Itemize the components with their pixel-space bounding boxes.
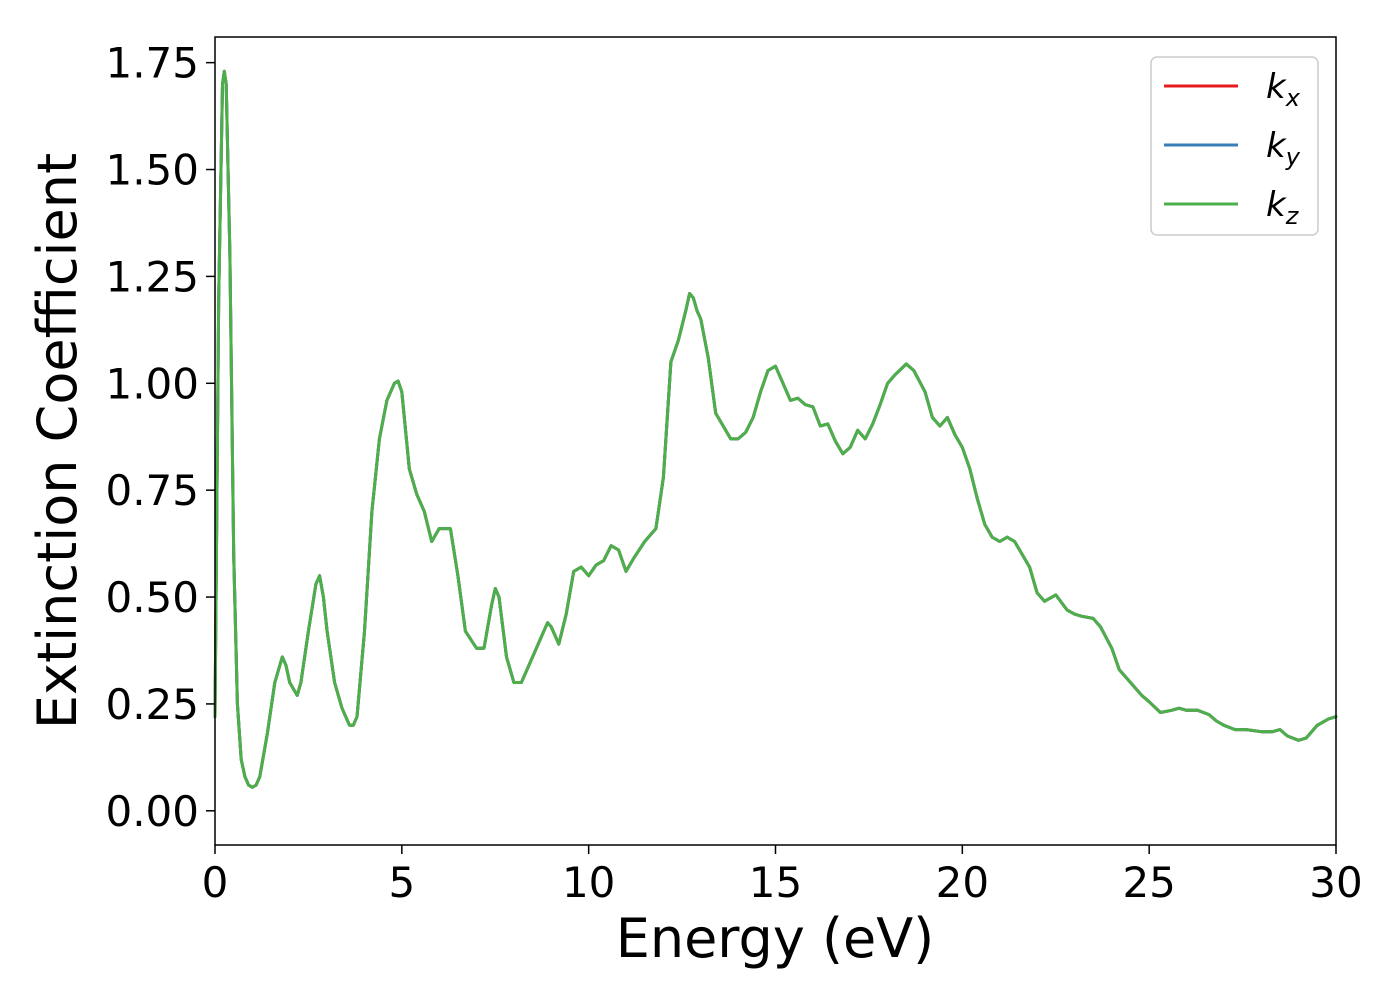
y-tick-label: 1.75 [105,39,199,88]
y-tick-label: 0.00 [105,787,199,836]
y-axis: 0.00 0.25 0.50 0.75 1.00 1.25 1.50 1.75 [105,39,215,836]
x-tick-label: 5 [388,858,415,907]
x-axis-title: Energy (eV) [616,907,935,970]
legend-subscript: x [1285,84,1301,112]
x-tick-label: 10 [562,858,615,907]
x-tick-label: 25 [1122,858,1175,907]
series-layer [213,69,1338,789]
y-tick-label: 1.25 [105,252,199,301]
y-tick-label: 1.50 [105,146,199,195]
legend-subscript: y [1285,143,1301,171]
y-tick-label: 0.50 [105,573,199,622]
x-tick-label: 30 [1309,858,1362,907]
y-axis-title: Extinction Coefficient [26,153,89,729]
x-tick-label: 20 [936,858,989,907]
x-tick-label: 15 [749,858,802,907]
y-tick-label: 1.00 [105,359,199,408]
x-axis: 0 5 10 15 20 25 30 [202,845,1363,907]
y-tick-label: 0.75 [105,466,199,515]
legend-subscript: z [1285,202,1300,230]
series-line-k-z [213,69,1338,789]
x-tick-label: 0 [202,858,229,907]
y-tick-label: 0.25 [105,680,199,729]
